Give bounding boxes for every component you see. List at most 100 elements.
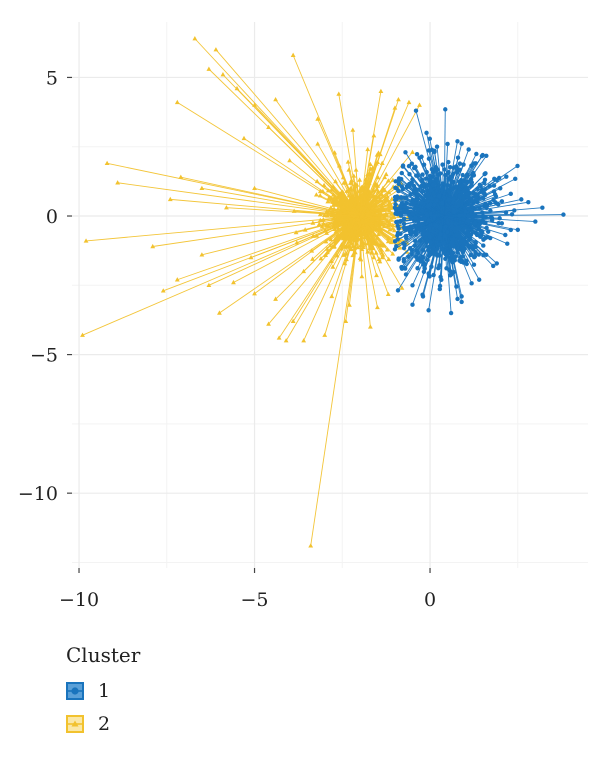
data-point xyxy=(313,192,319,197)
data-point xyxy=(324,246,330,251)
data-point xyxy=(393,185,398,190)
data-point xyxy=(451,254,457,260)
data-point xyxy=(348,218,354,224)
data-point xyxy=(484,205,489,211)
segment-line xyxy=(357,215,361,248)
series-1-cluster xyxy=(392,107,566,316)
data-point xyxy=(323,252,329,257)
data-point xyxy=(308,543,314,548)
segment-line xyxy=(420,215,445,231)
data-point xyxy=(420,292,425,297)
segment-line xyxy=(359,215,379,235)
data-point xyxy=(310,220,316,225)
data-point xyxy=(429,147,435,153)
segment-line xyxy=(357,196,361,217)
data-point xyxy=(419,258,424,263)
data-point xyxy=(80,332,85,337)
data-point xyxy=(325,199,331,204)
data-point xyxy=(224,205,229,210)
data-point xyxy=(491,263,496,269)
data-point xyxy=(387,202,392,208)
data-point xyxy=(345,159,351,164)
data-point xyxy=(375,183,381,188)
data-point xyxy=(461,178,466,184)
segment-line xyxy=(443,180,464,217)
data-point xyxy=(346,167,352,172)
data-point xyxy=(199,252,205,257)
data-point xyxy=(206,66,212,71)
segment-line xyxy=(359,215,362,260)
data-point xyxy=(469,163,474,168)
data-point xyxy=(424,213,430,218)
data-point xyxy=(457,161,463,166)
data-point xyxy=(365,249,371,254)
data-point xyxy=(437,283,443,289)
data-point xyxy=(333,178,338,184)
data-point xyxy=(334,233,340,238)
data-point xyxy=(332,150,338,155)
data-point xyxy=(385,223,391,228)
segment-line xyxy=(429,215,445,229)
data-point xyxy=(449,240,454,245)
data-point xyxy=(415,219,421,224)
data-point xyxy=(326,223,331,228)
data-point xyxy=(472,221,477,226)
segment-line xyxy=(427,214,445,217)
data-point xyxy=(426,308,431,313)
data-point xyxy=(337,215,343,220)
data-point xyxy=(342,207,348,212)
data-point xyxy=(427,202,433,207)
data-point xyxy=(467,179,473,184)
data-point xyxy=(342,224,347,229)
data-point xyxy=(340,235,346,241)
data-point xyxy=(428,188,434,193)
data-point xyxy=(419,154,424,159)
data-point xyxy=(454,184,459,189)
data-point xyxy=(391,233,397,239)
data-point xyxy=(424,169,429,175)
segment-line xyxy=(180,176,360,217)
data-point xyxy=(482,177,488,183)
x-axis-tick-labels: −10 −5 0 xyxy=(59,589,436,611)
data-point xyxy=(217,310,222,315)
data-point xyxy=(428,176,433,181)
segment-line xyxy=(333,201,361,217)
data-point xyxy=(436,193,442,198)
data-point xyxy=(417,102,422,107)
data-point xyxy=(359,273,365,279)
data-point xyxy=(287,157,293,163)
data-point xyxy=(513,176,518,182)
data-point xyxy=(350,127,356,132)
data-point xyxy=(361,230,367,235)
segment-line xyxy=(85,215,360,242)
data-point xyxy=(471,262,477,267)
data-point xyxy=(491,183,497,188)
segment-line xyxy=(403,215,445,262)
data-point xyxy=(410,302,415,307)
data-point xyxy=(328,205,334,210)
data-point xyxy=(355,244,361,250)
data-point xyxy=(429,195,435,201)
data-point xyxy=(397,245,403,250)
data-point xyxy=(338,199,344,204)
data-point xyxy=(424,130,429,136)
data-point xyxy=(241,135,247,141)
data-point xyxy=(317,211,323,217)
data-point xyxy=(482,171,487,177)
data-point xyxy=(461,162,466,167)
segment-line xyxy=(443,208,470,217)
data-point xyxy=(421,269,427,275)
data-point xyxy=(314,178,320,184)
data-point xyxy=(386,256,392,262)
segment-line xyxy=(117,182,360,217)
data-point xyxy=(431,202,437,208)
data-point xyxy=(384,247,390,252)
data-point xyxy=(519,197,524,202)
data-point xyxy=(330,198,336,204)
data-point xyxy=(401,259,407,264)
data-point xyxy=(393,207,399,212)
segment-line xyxy=(342,215,361,239)
data-point xyxy=(410,149,415,154)
data-point xyxy=(401,216,407,221)
data-point xyxy=(469,281,474,286)
